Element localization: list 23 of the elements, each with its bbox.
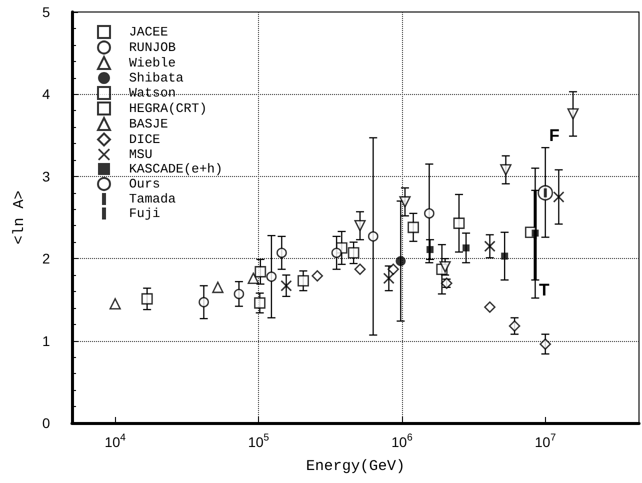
legend-label: DICE bbox=[129, 132, 160, 147]
legend-label: Shibata bbox=[129, 70, 184, 86]
y-axis-title: <ln A> bbox=[11, 190, 28, 245]
annotation: F bbox=[549, 126, 560, 146]
y-tick-label: 4 bbox=[42, 86, 50, 102]
legend-label: Fuji bbox=[129, 206, 160, 221]
y-tick-label: 5 bbox=[42, 4, 50, 20]
legend-label: BASJE bbox=[129, 116, 168, 132]
legend-label: MSU bbox=[129, 147, 152, 162]
legend-label: HEGRA(CRT) bbox=[129, 101, 208, 116]
y-tick-label: 1 bbox=[42, 332, 50, 349]
annotation: T bbox=[539, 280, 550, 300]
legend-label: RUNJOB bbox=[129, 40, 176, 55]
legend-label: Ours bbox=[129, 176, 160, 192]
legend-label: Tamada bbox=[129, 192, 176, 206]
legend-label: Wieble bbox=[129, 56, 176, 70]
legend-label: KASCADE(e+h) bbox=[129, 162, 223, 176]
legend-label: JACEE bbox=[129, 24, 168, 40]
y-tick-label: 0 bbox=[42, 415, 50, 431]
x-axis-title: Energy(GeV) bbox=[306, 458, 406, 475]
y-tick-label: 3 bbox=[42, 168, 50, 184]
y-tick-label: 2 bbox=[42, 250, 50, 267]
legend-label: Watson bbox=[129, 86, 176, 100]
